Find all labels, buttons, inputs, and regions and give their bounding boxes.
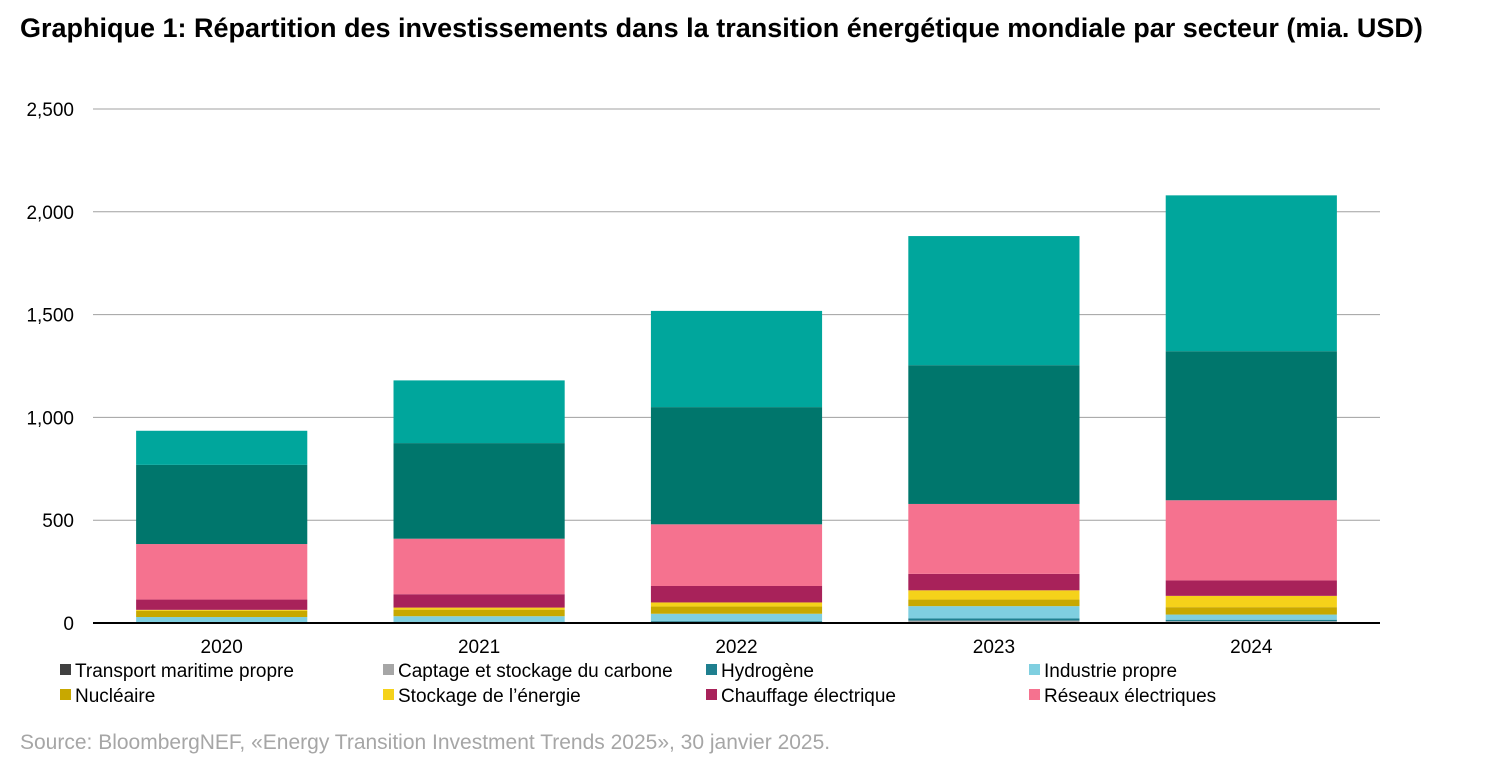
legend-label: Stockage de l’énergie	[398, 686, 581, 707]
y-tick-label: 0	[63, 614, 74, 635]
axes: 0 500 1,000 1,500 2,000 2,500 2020 2021 2022 2023…	[26, 100, 1380, 658]
legend-swatch	[60, 664, 71, 676]
bar-segment	[1165, 619, 1337, 622]
bar-segment	[650, 606, 823, 614]
x-tick-label: 2024	[1230, 637, 1273, 658]
bar-segment	[1165, 500, 1337, 581]
bar-segment	[1165, 195, 1337, 352]
legend-label: Captage et stockage du carbone	[398, 661, 673, 682]
y-tick-label: 1,500	[26, 306, 74, 327]
bar-segment	[650, 585, 823, 603]
bar-segment	[136, 610, 308, 618]
bar-segment	[908, 618, 1080, 621]
bar-segment	[650, 613, 823, 621]
legend-swatch	[1029, 689, 1040, 701]
legend-item-transport-maritime: Transport maritime propre	[60, 660, 294, 684]
bar-segment	[650, 524, 823, 586]
y-tick-label: 2,500	[26, 100, 74, 121]
legend-label: Réseaux électriques	[1044, 686, 1217, 707]
legend-item-chauffage-electrique: Chauffage électrique	[706, 685, 896, 709]
bar-segment	[650, 310, 823, 408]
legend-swatch	[60, 689, 71, 701]
legend-label: Hydrogène	[721, 661, 814, 682]
bar-segment	[908, 573, 1080, 591]
bar-segment	[393, 443, 565, 539]
x-tick-label: 2021	[458, 637, 500, 658]
y-tick-label: 1,000	[26, 408, 74, 429]
legend-item-hydrogene: Hydrogène	[706, 660, 814, 684]
bar-segment	[136, 609, 308, 611]
bar-segment	[1165, 614, 1337, 620]
legend-swatch	[1029, 664, 1040, 676]
x-tick-label: 2020	[201, 637, 243, 658]
bar-segment	[908, 620, 1080, 622]
bar-segment	[650, 602, 823, 607]
bar-segment	[908, 236, 1080, 366]
bar-segment	[393, 616, 565, 622]
chart-title: Graphique 1: Répartition des investissem…	[20, 13, 1423, 43]
bar-segment	[393, 380, 565, 444]
bar-segment	[393, 609, 565, 617]
bar-segment	[1165, 595, 1337, 608]
x-tick-label: 2023	[973, 637, 1015, 658]
legend-swatch	[706, 689, 717, 701]
x-tick-label: 2022	[715, 637, 757, 658]
legend-item-industrie-propre: Industrie propre	[1029, 660, 1177, 684]
bar-segment	[393, 607, 565, 610]
legend-label: Chauffage électrique	[721, 686, 896, 707]
bar-segment	[1165, 607, 1337, 615]
bar-segment	[908, 365, 1080, 504]
legend-item-reseaux-electriques: Réseaux électriques	[1029, 685, 1216, 709]
legend-label: Nucléaire	[75, 686, 156, 707]
bar-segment	[136, 544, 308, 600]
bar-segment	[136, 430, 308, 465]
y-tick-label: 2,000	[26, 203, 74, 224]
bar-segment	[136, 599, 308, 610]
bar-segment	[1165, 351, 1337, 501]
bar-segment	[1165, 580, 1337, 596]
legend-label: Transport maritime propre	[75, 661, 294, 682]
legend-item-captage-carbone: Captage et stockage du carbone	[383, 660, 673, 684]
bar-segment	[1165, 621, 1337, 623]
bar-segment	[136, 617, 308, 622]
source-note: Source: BloombergNEF, «Energy Transition…	[20, 731, 831, 754]
bar-segment	[650, 407, 823, 525]
legend-swatch	[383, 689, 394, 701]
bar-segment	[393, 538, 565, 595]
y-tick-label: 500	[42, 511, 74, 532]
bar-segment	[908, 503, 1080, 574]
legend-swatch	[706, 664, 717, 676]
legend-swatch	[383, 664, 394, 676]
legend-item-nucleaire: Nucléaire	[60, 685, 155, 709]
legend-label: Industrie propre	[1044, 661, 1178, 682]
bar-segment	[908, 599, 1080, 607]
legend-item-stockage-energie: Stockage de l’énergie	[383, 685, 581, 709]
bar-segment	[393, 594, 565, 608]
bar-segment	[650, 620, 823, 622]
bar-segment	[908, 606, 1080, 619]
bar-segment	[908, 590, 1080, 600]
bar-segment	[136, 464, 308, 545]
bars	[136, 195, 1337, 623]
